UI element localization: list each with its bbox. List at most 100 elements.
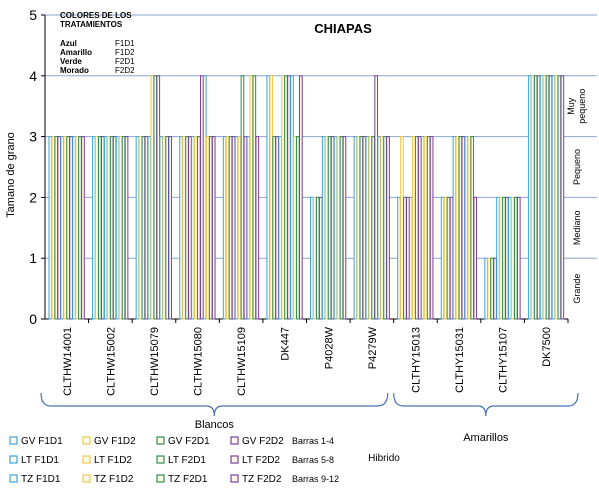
bar	[124, 136, 129, 320]
bar	[121, 136, 126, 320]
bar	[225, 136, 230, 320]
bar	[243, 136, 248, 320]
bar	[54, 136, 59, 320]
bar	[165, 136, 169, 320]
bar	[505, 196, 509, 320]
bar	[386, 136, 390, 320]
bar	[72, 136, 76, 320]
y-tick-label: 2	[29, 189, 37, 205]
x-tick-label: P4279W	[367, 326, 379, 369]
x-tick-label: CLTHW15109	[236, 327, 248, 396]
bar	[75, 136, 79, 320]
bar	[484, 257, 488, 320]
bar	[222, 136, 227, 320]
bar	[374, 75, 379, 320]
bar	[400, 136, 404, 320]
bar	[57, 136, 62, 320]
bar	[362, 136, 367, 320]
bar	[464, 136, 469, 320]
bar	[403, 196, 407, 320]
bar	[502, 196, 506, 320]
legend-label: LT F2D2	[242, 455, 280, 466]
bar	[112, 136, 117, 320]
legend-label: TZ F1D2	[94, 474, 134, 485]
bar	[513, 196, 518, 320]
bar	[560, 75, 565, 320]
bar	[299, 75, 303, 320]
bar	[327, 136, 332, 320]
bar	[185, 136, 189, 320]
bar	[409, 196, 413, 320]
bar	[179, 136, 183, 320]
y-tick-label: 0	[29, 311, 37, 327]
x-tick-label: DK447	[280, 327, 292, 361]
bar	[194, 136, 198, 320]
y-tick-label: 1	[29, 250, 37, 266]
bar	[92, 136, 96, 320]
chart-title: CHIAPAS	[314, 21, 372, 36]
legend-swatch	[156, 474, 165, 483]
color-note-color: Verde	[60, 57, 82, 66]
x-axis-title: Hibrido	[368, 453, 400, 464]
group-label: Amarillos	[463, 432, 509, 444]
bar	[240, 75, 245, 320]
legend-row-note: Barras 9-12	[292, 474, 339, 484]
bar	[81, 136, 85, 320]
bar	[211, 136, 216, 320]
bar	[234, 136, 239, 320]
bar	[249, 75, 254, 320]
bar	[188, 136, 192, 320]
bar	[237, 136, 242, 320]
bar	[147, 136, 152, 320]
bar	[141, 136, 146, 320]
bar	[533, 75, 538, 320]
color-note-color: Azul	[60, 39, 77, 48]
bar	[60, 136, 65, 320]
color-note-title: TRATAMIENTOS	[60, 20, 123, 29]
bar	[78, 136, 82, 320]
bar	[246, 136, 251, 320]
bar	[499, 196, 503, 320]
bar	[118, 136, 123, 320]
bar	[423, 136, 428, 320]
bar	[458, 136, 463, 320]
color-note-color: Amarillo	[60, 48, 92, 57]
bar	[365, 136, 370, 320]
bar	[290, 75, 294, 320]
group-label: Blancos	[195, 419, 235, 431]
legend-swatch	[230, 474, 239, 483]
bar	[496, 196, 500, 320]
legend-swatch	[9, 455, 18, 464]
legend-swatch	[156, 455, 165, 464]
bar	[371, 136, 376, 320]
bar	[420, 136, 425, 320]
bar	[490, 257, 494, 320]
color-note-title: COLORES DE LOS	[60, 11, 132, 20]
bar	[356, 136, 361, 320]
bar	[312, 196, 317, 320]
bar	[48, 136, 53, 320]
legend-swatch	[156, 436, 165, 445]
bar	[324, 136, 329, 320]
bar	[106, 136, 111, 320]
bar	[359, 136, 364, 320]
color-note-code: F2D1	[115, 57, 135, 66]
bar	[63, 136, 68, 320]
bar	[191, 136, 195, 320]
bar	[461, 136, 466, 320]
bar	[200, 75, 204, 320]
bar	[414, 136, 419, 320]
color-note-color: Morado	[60, 66, 89, 75]
bar	[310, 196, 314, 320]
bar	[138, 136, 143, 320]
bar	[542, 75, 547, 320]
legend-label: TZ F2D1	[168, 474, 208, 485]
bar	[493, 257, 497, 320]
bar	[109, 136, 114, 320]
legend-label: GV F1D2	[94, 436, 136, 447]
bar	[144, 136, 149, 320]
bar	[315, 196, 320, 320]
bar	[278, 136, 282, 320]
y-tick-label: 4	[29, 68, 37, 84]
